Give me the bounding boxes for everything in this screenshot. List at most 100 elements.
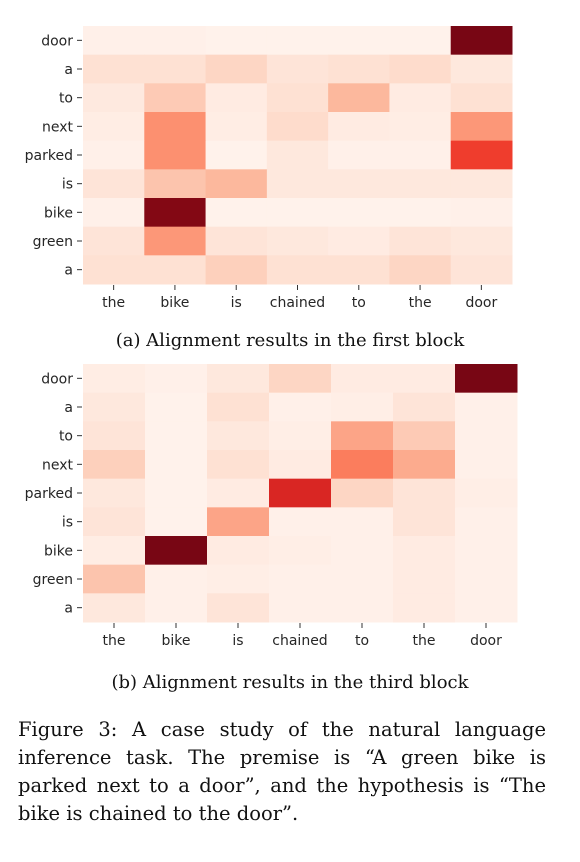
heatmap-cell-r3-c2 [207,450,270,480]
heatmap-cell-r5-c3 [266,169,329,199]
heatmap-cell-r7-c0 [83,564,146,594]
subcaption-first-block: (a) Alignment results in the first block [115,330,465,351]
heatmap-cell-r0-c6 [450,26,513,56]
heatmap-cell-r5-c1 [144,169,207,199]
heatmap-cell-r8-c2 [205,255,268,285]
heatmap-cell-r7-c6 [450,226,513,256]
heatmap-cell-r1-c2 [207,392,270,422]
y-tick-label: bike [44,205,73,221]
heatmap-cell-r3-c4 [328,112,390,142]
heatmap-cell-r8-c1 [144,255,207,285]
heatmap-cell-r2-c1 [144,83,207,113]
heatmap-cell-r3-c4 [331,450,394,480]
heatmap-cell-r7-c1 [145,564,208,594]
heatmap-cell-r6-c4 [331,536,394,566]
heatmap-cell-r0-c0 [83,364,146,394]
x-tick-label: chained [272,633,327,649]
heatmap-cell-r0-c3 [266,26,329,56]
heatmap-cell-r3-c5 [389,112,452,142]
x-tick-label: door [470,633,502,649]
heatmap-first-block: door a to next parked is bike green a the bike is ch… [25,26,513,311]
heatmap-cell-r7-c5 [393,564,456,594]
heatmap-cell-r5-c5 [393,507,456,537]
heatmap-cell-r8-c6 [455,593,518,623]
y-tick-label: next [42,119,74,135]
heatmap-cell-r3-c1 [145,450,208,480]
heatmap-cell-r4-c6 [450,140,513,170]
y-tick-label: is [62,177,73,193]
heatmap-cell-r0-c1 [145,364,208,394]
heatmap-cell-r0-c5 [393,364,456,394]
heatmap-cell-r8-c4 [328,255,390,285]
heatmap-cell-r3-c2 [205,112,268,142]
heatmap-cell-r2-c3 [266,83,329,113]
heatmap-cell-r3-c3 [269,450,332,480]
heatmap-cell-r2-c2 [207,421,270,451]
x-tick-label: the [103,633,126,649]
y-tick-label: a [64,62,73,78]
heatmap-cell-r6-c0 [83,536,146,566]
heatmap-cell-r8-c4 [331,593,394,623]
heatmap-cell-r8-c5 [389,255,452,285]
heatmap-cell-r2-c6 [455,421,518,451]
heatmap-cell-r2-c6 [450,83,513,113]
y-tick-label: green [33,234,73,250]
heatmap-cell-r1-c3 [269,392,332,422]
heatmap-cell-r7-c4 [331,564,394,594]
y-tick-label: door [41,33,73,49]
heatmap-cell-r0-c4 [328,26,390,56]
heatmap-cell-r3-c3 [266,112,329,142]
heatmap-cell-r7-c2 [205,226,268,256]
heatmap-cell-r5-c3 [269,507,332,537]
heatmap-cell-r0-c2 [207,364,270,394]
heatmap-cell-r8-c2 [207,593,270,623]
y-tick-label: door [41,371,73,387]
heatmap-cell-r6-c6 [450,198,513,228]
x-tick-label: door [465,295,497,311]
heatmap-cell-r7-c5 [389,226,452,256]
heatmap-cell-r6-c5 [393,536,456,566]
y-tick-label: green [33,572,73,588]
heatmap-cell-r4-c2 [205,140,268,170]
heatmap-cell-r5-c6 [455,507,518,537]
heatmap-cell-r7-c3 [269,564,332,594]
heatmap-cell-r5-c2 [205,169,268,199]
x-tick-label: to [352,295,366,311]
heatmap-cell-r1-c0 [83,54,145,84]
figure-caption: Figure 3: A case study of the natural la… [18,718,546,825]
heatmap-cell-r1-c3 [266,54,329,84]
x-tick-label: to [355,633,369,649]
y-tick-label: a [64,400,73,416]
heatmap-cell-r2-c1 [145,421,208,451]
heatmap-cell-r7-c6 [455,564,518,594]
heatmap-cell-r8-c0 [83,255,145,285]
heatmap-cell-r6-c1 [144,198,207,228]
heatmap-cell-r1-c2 [205,54,268,84]
heatmap-cell-r6-c3 [269,536,332,566]
heatmap-cell-r6-c6 [455,536,518,566]
heatmap-cell-r6-c1 [145,536,208,566]
y-tick-label: to [59,91,73,107]
heatmap-cell-r1-c1 [145,392,208,422]
heatmap-cell-r3-c5 [393,450,456,480]
heatmap-cell-r1-c0 [83,392,146,422]
y-tick-label: parked [25,486,73,502]
heatmap-cell-r5-c6 [450,169,513,199]
heatmap-cell-r4-c3 [269,478,332,508]
x-tick-label: the [409,295,432,311]
heatmap-cell-r6-c2 [205,198,268,228]
x-tick-label: chained [270,295,325,311]
heatmap-cell-r3-c6 [455,450,518,480]
heatmap-cell-r4-c5 [389,140,452,170]
x-tick-label: is [231,295,242,311]
heatmap-cell-r4-c0 [83,140,145,170]
heatmap-cell-r2-c2 [205,83,268,113]
heatmap-cell-r5-c4 [331,507,394,537]
heatmap-cell-r1-c1 [144,54,207,84]
heatmap-cell-r3-c0 [83,450,146,480]
heatmap-cell-r0-c4 [331,364,394,394]
heatmap-cell-r0-c0 [83,26,145,56]
heatmap-cell-r1-c5 [393,392,456,422]
heatmap-cell-r6-c5 [389,198,452,228]
heatmap-cell-r0-c2 [205,26,268,56]
